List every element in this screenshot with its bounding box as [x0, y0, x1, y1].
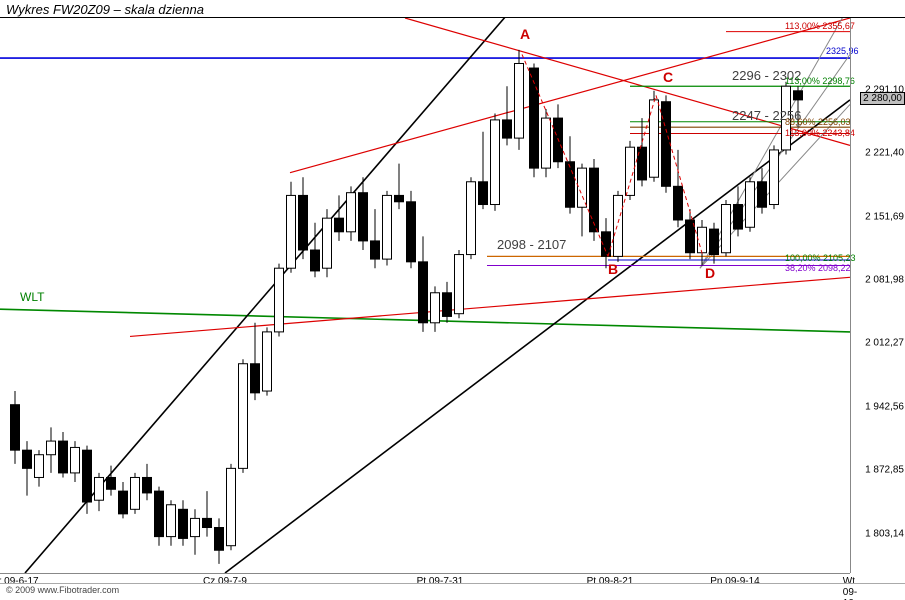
chart-footer: © 2009 www.Fibotrader.com — [0, 583, 905, 600]
y-tick-label: 1 803,14 — [865, 528, 904, 539]
current-price-marker: 2 280,00 — [860, 92, 905, 105]
chart-container: Wykres FW20Z09 – skala dzienna 2296 - 23… — [0, 0, 905, 600]
pattern-lines-layer — [0, 18, 850, 573]
plot-area[interactable]: 2296 - 23022247 - 22562098 - 2107113,00%… — [0, 18, 850, 573]
price-zone-annotation: 2098 - 2107 — [497, 237, 566, 252]
fib-level-label: 100,00% 2105,23 — [785, 253, 856, 263]
chart-title: Wykres FW20Z09 – skala dzienna — [0, 0, 905, 18]
y-tick-label: 1 942,56 — [865, 401, 904, 412]
y-axis: 1 803,14 1 872,85 1 942,56 2 012,27 2 081,98… — [850, 18, 905, 573]
y-tick-label: 2 081,98 — [865, 275, 904, 286]
y-tick-label: 2 151,69 — [865, 211, 904, 222]
y-tick-label: 2 012,27 — [865, 338, 904, 349]
y-tick-label: 1 872,85 — [865, 465, 904, 476]
pattern-point-label: A — [520, 26, 530, 42]
pattern-point-label: D — [705, 265, 715, 281]
wlt-label: WLT — [20, 290, 44, 304]
pattern-point-label: C — [663, 69, 673, 85]
fib-level-label: 88,60% 2256,03 — [785, 117, 851, 127]
fib-level-label: 113,00% 2355,67 — [785, 21, 855, 31]
fib-level-label: 38,20% 2098,22 — [785, 263, 851, 273]
y-tick-label: 2 221,40 — [865, 148, 904, 159]
fib-level-label: 113,00% 2243,84 — [785, 128, 855, 138]
pattern-point-label: B — [608, 261, 618, 277]
fib-level-label: 113,00% 2298,76 — [785, 76, 855, 86]
